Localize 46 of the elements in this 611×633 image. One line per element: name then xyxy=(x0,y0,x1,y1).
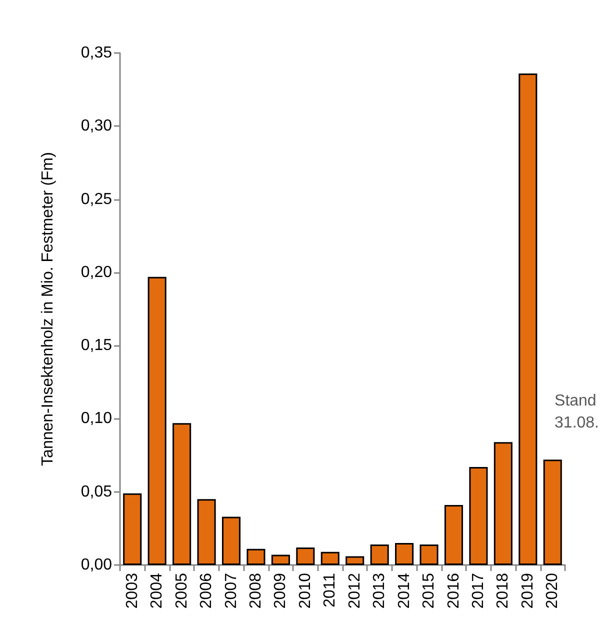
y-tick-label: 0,10 xyxy=(80,410,112,428)
x-tick-label: 2013 xyxy=(371,572,388,609)
bar xyxy=(469,466,488,565)
x-tick-label: 2018 xyxy=(494,572,512,609)
bar xyxy=(494,442,512,565)
bar xyxy=(346,556,364,565)
x-tick-label: 2010 xyxy=(296,572,314,609)
bar xyxy=(395,543,414,565)
bar xyxy=(222,516,241,565)
bar xyxy=(320,552,340,565)
annotation: Stand 31.08. xyxy=(554,392,599,432)
x-tick-label: 2005 xyxy=(173,572,190,609)
x-tick-label: 2008 xyxy=(247,572,264,609)
bar xyxy=(271,554,290,565)
x-tick-label: 2012 xyxy=(346,572,364,609)
x-tick-label: 2017 xyxy=(470,572,487,609)
y-tick-label: 0,00 xyxy=(80,556,112,574)
y-tick-label: 0,20 xyxy=(80,264,112,281)
y-tick-label: 0,25 xyxy=(80,190,112,208)
x-tick-label: 2007 xyxy=(222,572,240,609)
y-tick-label: 0,30 xyxy=(80,118,112,135)
y-tick-label: 0,15 xyxy=(80,337,112,354)
y-tick-label: 0,35 xyxy=(80,44,112,62)
x-tick-label: 2003 xyxy=(124,572,141,609)
bar xyxy=(148,276,166,565)
bar xyxy=(296,547,315,565)
x-tick-label: 2004 xyxy=(148,572,166,609)
bar xyxy=(518,73,538,565)
y-axis-title: Tannen-Insektenholz in Mio. Festmeter (Fm) xyxy=(40,152,56,466)
bar xyxy=(543,460,562,565)
x-tick-label: 2014 xyxy=(396,572,413,609)
bar xyxy=(370,544,389,565)
x-tick-label: 2009 xyxy=(272,572,290,609)
bar xyxy=(246,548,266,565)
x-tick-label: 2020 xyxy=(544,572,562,609)
bar xyxy=(197,499,216,565)
bar xyxy=(172,423,192,565)
bar xyxy=(444,505,464,565)
x-tick-label: 2011 xyxy=(322,572,339,608)
y-tick-label: 0,05 xyxy=(80,483,112,500)
bar xyxy=(123,493,142,565)
x-tick-label: 2016 xyxy=(445,572,462,609)
bar xyxy=(420,544,438,565)
x-tick-label: 2015 xyxy=(420,572,438,609)
x-tick-label: 2019 xyxy=(519,572,536,609)
x-tick-label: 2006 xyxy=(198,572,216,609)
